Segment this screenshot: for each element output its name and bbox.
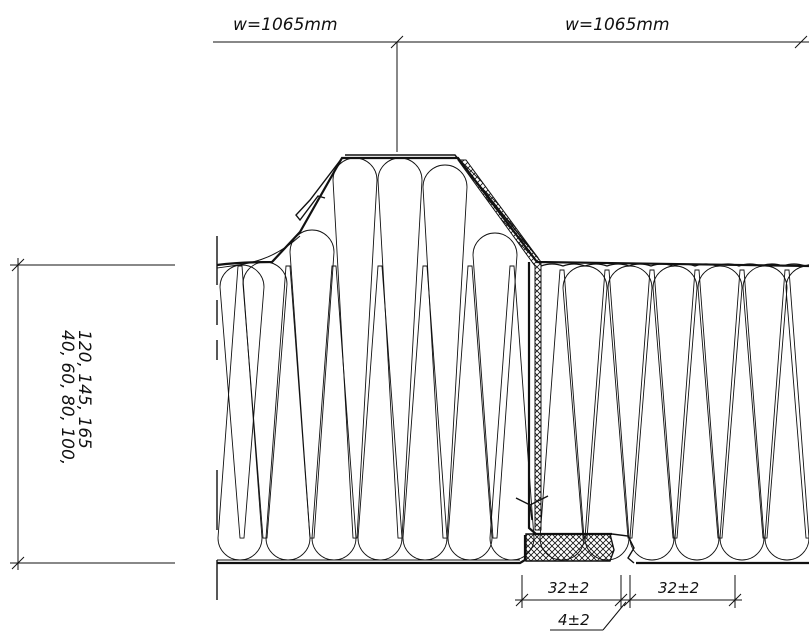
wool-lamella-down	[719, 269, 765, 561]
gap-label-right: 32±2	[658, 579, 699, 597]
wool-lamella-up	[332, 157, 378, 539]
wool-lamella-up	[472, 232, 518, 539]
top-sheet-inner	[216, 235, 301, 269]
top-width-dimension: w=1065mm w=1065mm	[213, 15, 809, 152]
wool-lamella-down	[584, 269, 630, 561]
wool-lamella-down	[265, 265, 311, 561]
bottom-seal-tape	[525, 533, 615, 562]
thickness-tick-top	[11, 258, 25, 272]
wool-lamella-up	[289, 229, 335, 539]
wool-lamella-down	[311, 265, 357, 561]
inner-steel-sheet	[217, 535, 809, 565]
thickness-dimension: 40, 60, 80, 100, 120, 145, 165	[10, 258, 175, 570]
wool-lamella-up	[742, 265, 788, 539]
wool-lamella-up	[607, 265, 653, 539]
width-tick-right	[794, 35, 808, 49]
outer-steel-sheet	[216, 154, 809, 269]
wool-lamella-up	[219, 264, 265, 539]
wool-lamella-up	[562, 265, 608, 539]
width-label-right: w=1065mm	[565, 15, 670, 35]
wool-lamella-up	[697, 265, 743, 539]
thickness-tick-bottom	[11, 556, 25, 570]
joint-flange	[457, 159, 635, 564]
wool-lamella-up	[377, 157, 423, 539]
bottom-sheet-line	[217, 535, 809, 565]
wool-lamella-down	[674, 269, 720, 561]
joint-clip	[515, 495, 549, 521]
wool-lamella-down	[764, 269, 809, 561]
wool-lamella-up	[652, 265, 698, 539]
wool-lamella-down	[539, 269, 585, 561]
gap-dimensions: 32±2 32±2 4±2	[515, 575, 742, 631]
top-sheet-profile	[216, 156, 809, 268]
wool-lamella-down	[629, 269, 675, 561]
wool-lamella-up	[242, 261, 288, 539]
wool-lamella-down	[447, 265, 493, 561]
wool-lamella-down	[402, 265, 448, 561]
width-label-left: w=1065mm	[233, 15, 338, 35]
wool-lamella-up	[422, 164, 468, 539]
wool-lamella-down	[489, 265, 535, 561]
joint-offset-label: 4±2	[558, 611, 590, 629]
width-tick	[390, 35, 404, 49]
gap-label-left: 32±2	[548, 579, 589, 597]
wool-lamella-down	[217, 265, 263, 561]
bottom-joint-edge	[611, 533, 635, 564]
thickness-label-line2: 120, 145, 165	[74, 330, 94, 449]
rib-hook	[295, 157, 343, 222]
wool-lamella-down	[357, 265, 403, 561]
vertical-seal-strip	[457, 159, 542, 531]
joint-leader	[602, 601, 627, 631]
thickness-label-line1: 40, 60, 80, 100,	[57, 330, 77, 465]
